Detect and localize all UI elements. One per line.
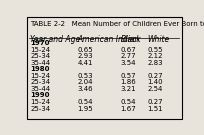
Text: 0.53: 0.53: [78, 73, 93, 79]
Text: 1.86: 1.86: [120, 79, 136, 85]
Text: 1970: 1970: [30, 40, 50, 46]
Text: 35-44: 35-44: [30, 86, 50, 92]
Text: 15-24: 15-24: [30, 73, 50, 79]
Text: 1.40: 1.40: [147, 79, 163, 85]
Text: 0.55: 0.55: [147, 47, 163, 53]
Text: 2.04: 2.04: [78, 79, 93, 85]
Text: 2.54: 2.54: [147, 86, 163, 92]
Text: 25-34: 25-34: [30, 106, 50, 112]
Text: 0.54: 0.54: [78, 99, 93, 105]
Text: 2.93: 2.93: [78, 53, 93, 59]
Text: 25-34: 25-34: [30, 79, 50, 85]
Text: 0.57: 0.57: [120, 73, 136, 79]
Text: American Indian: American Indian: [78, 35, 140, 44]
Text: Black: Black: [120, 35, 141, 44]
Text: 0.27: 0.27: [147, 99, 163, 105]
Text: 2.12: 2.12: [147, 53, 163, 59]
Text: White: White: [147, 35, 170, 44]
Text: 15-24: 15-24: [30, 99, 50, 105]
Text: 35-44: 35-44: [30, 60, 50, 66]
Text: 25-34: 25-34: [30, 53, 50, 59]
Text: 1.95: 1.95: [78, 106, 93, 112]
Text: 1.51: 1.51: [147, 106, 163, 112]
Text: TABLE 2-2   Mean Number of Children Ever Born to Women Aged 15 to 44, by Race: TABLE 2-2 Mean Number of Children Ever B…: [30, 21, 204, 27]
Text: 3.46: 3.46: [78, 86, 93, 92]
Text: 2.83: 2.83: [147, 60, 163, 66]
Text: 0.27: 0.27: [147, 73, 163, 79]
Text: 3.21: 3.21: [120, 86, 136, 92]
Text: 2.77: 2.77: [120, 53, 136, 59]
Text: 0.54: 0.54: [120, 99, 136, 105]
Text: 0.67: 0.67: [120, 47, 136, 53]
Text: 1980: 1980: [30, 66, 50, 72]
Text: 3.54: 3.54: [120, 60, 136, 66]
Text: 1990: 1990: [30, 92, 50, 99]
Text: Year and Age: Year and Age: [30, 35, 81, 44]
Text: 1.67: 1.67: [120, 106, 136, 112]
Text: 15-24: 15-24: [30, 47, 50, 53]
Text: 0.65: 0.65: [78, 47, 93, 53]
Text: 4.41: 4.41: [78, 60, 93, 66]
